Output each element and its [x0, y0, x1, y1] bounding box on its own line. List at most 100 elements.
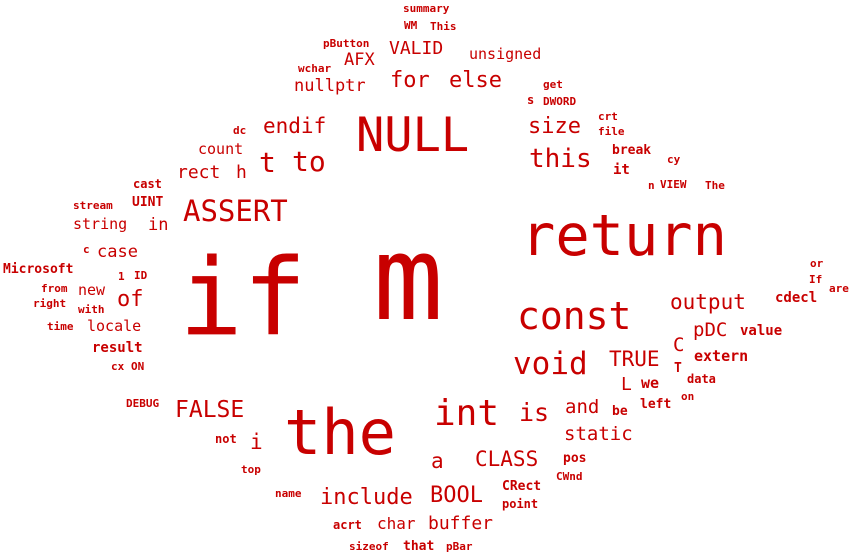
word-data: data	[687, 372, 716, 386]
word-endif: endif	[263, 114, 327, 138]
word-unsigned: unsigned	[469, 45, 542, 63]
word-are: are	[829, 282, 849, 295]
word-m: m	[373, 210, 444, 347]
word-get: get	[543, 78, 563, 91]
word-wchar: wchar	[298, 62, 332, 75]
word-name: name	[275, 487, 302, 500]
word-class: CLASS	[475, 447, 539, 471]
word-to: to	[292, 145, 326, 178]
word-output: output	[670, 290, 746, 314]
word-h: h	[236, 162, 247, 183]
word-wm: WM	[404, 19, 418, 32]
word-bool: BOOL	[430, 483, 483, 508]
word-pdc: pDC	[693, 319, 728, 341]
word-result: result	[92, 340, 143, 356]
word-true: TRUE	[609, 347, 660, 371]
word-or: or	[810, 257, 824, 270]
word-t: t	[259, 146, 276, 179]
word-that: that	[403, 539, 435, 554]
word-buffer: buffer	[428, 513, 494, 534]
word-else: else	[449, 68, 502, 93]
word-acrt: acrt	[333, 518, 362, 532]
word-locale: locale	[87, 317, 142, 335]
word-on-upper: ON	[131, 360, 145, 373]
word-t-upper: T	[674, 361, 682, 376]
word-dword: DWORD	[543, 95, 577, 108]
word-cwnd: CWnd	[556, 470, 583, 483]
word-1: 1	[118, 270, 125, 283]
word-include: include	[320, 485, 413, 510]
word-point: point	[502, 497, 539, 511]
word-this-2: This	[430, 20, 457, 33]
word-false: FALSE	[175, 397, 245, 423]
word-count: count	[198, 140, 244, 158]
word-in: in	[148, 215, 169, 235]
word-n: n	[648, 179, 655, 192]
word-if: if	[179, 236, 307, 359]
word-crt: crt	[598, 110, 618, 123]
word-we: we	[641, 374, 660, 392]
word-it: it	[613, 162, 630, 178]
word-pos: pos	[563, 451, 587, 466]
word-cast: cast	[133, 177, 162, 191]
word-char: char	[377, 514, 416, 533]
word-size: size	[528, 114, 581, 139]
word-dc: dc	[233, 124, 247, 137]
word-from: from	[41, 282, 68, 295]
word-debug: DEBUG	[126, 397, 160, 410]
word-with: with	[78, 303, 105, 316]
word-c-upper: C	[673, 334, 685, 356]
word-i: i	[250, 430, 263, 454]
word-pbar: pBar	[446, 540, 473, 553]
word-string: string	[73, 215, 128, 233]
word-valid: VALID	[389, 38, 444, 59]
word-the-small: The	[705, 179, 725, 192]
word-cx: cx	[111, 360, 125, 373]
word-const: const	[517, 294, 632, 338]
word-l: L	[621, 374, 632, 395]
word-cy: cy	[667, 153, 681, 166]
word-nullptr: nullptr	[294, 76, 366, 96]
word-null: NULL	[356, 108, 470, 163]
word-and: and	[565, 396, 600, 418]
word-int: int	[434, 393, 500, 434]
word-extern: extern	[694, 347, 749, 365]
word-view: VIEW	[660, 178, 687, 191]
word-assert: ASSERT	[183, 194, 288, 228]
word-id: ID	[134, 269, 148, 282]
word-value: value	[740, 323, 783, 339]
word-for: for	[390, 68, 430, 93]
word-afx: AFX	[344, 50, 375, 70]
word-the: the	[284, 396, 396, 469]
word-s: s	[527, 93, 535, 107]
word-summary: summary	[403, 2, 450, 15]
word-on: on	[681, 390, 695, 403]
word-be: be	[612, 404, 628, 419]
word-pbutton: pButton	[323, 37, 370, 50]
word-void: void	[513, 346, 588, 382]
word-rect: rect	[177, 162, 221, 183]
word-time: time	[47, 320, 74, 333]
word-return: return	[521, 203, 727, 269]
word-a: a	[431, 449, 444, 473]
word-sizeof: sizeof	[349, 540, 389, 553]
word-this: this	[529, 144, 592, 174]
word-break: break	[612, 143, 652, 158]
word-case: case	[97, 242, 138, 262]
word-c-small: c	[83, 243, 90, 256]
word-of: of	[117, 287, 144, 312]
word-not: not	[215, 432, 237, 446]
word-new: new	[78, 281, 106, 299]
word-stream: stream	[73, 199, 113, 212]
word-file: file	[598, 125, 625, 138]
word-top: top	[241, 463, 261, 476]
word-uint: UINT	[132, 195, 164, 210]
word-left: left	[640, 397, 672, 412]
word-crect: CRect	[502, 479, 542, 494]
word-static: static	[564, 423, 633, 445]
word-is: is	[519, 398, 550, 427]
word-cdecl: cdecl	[775, 290, 818, 306]
word-if-small: If	[809, 273, 823, 286]
word-microsoft: Microsoft	[3, 262, 74, 277]
